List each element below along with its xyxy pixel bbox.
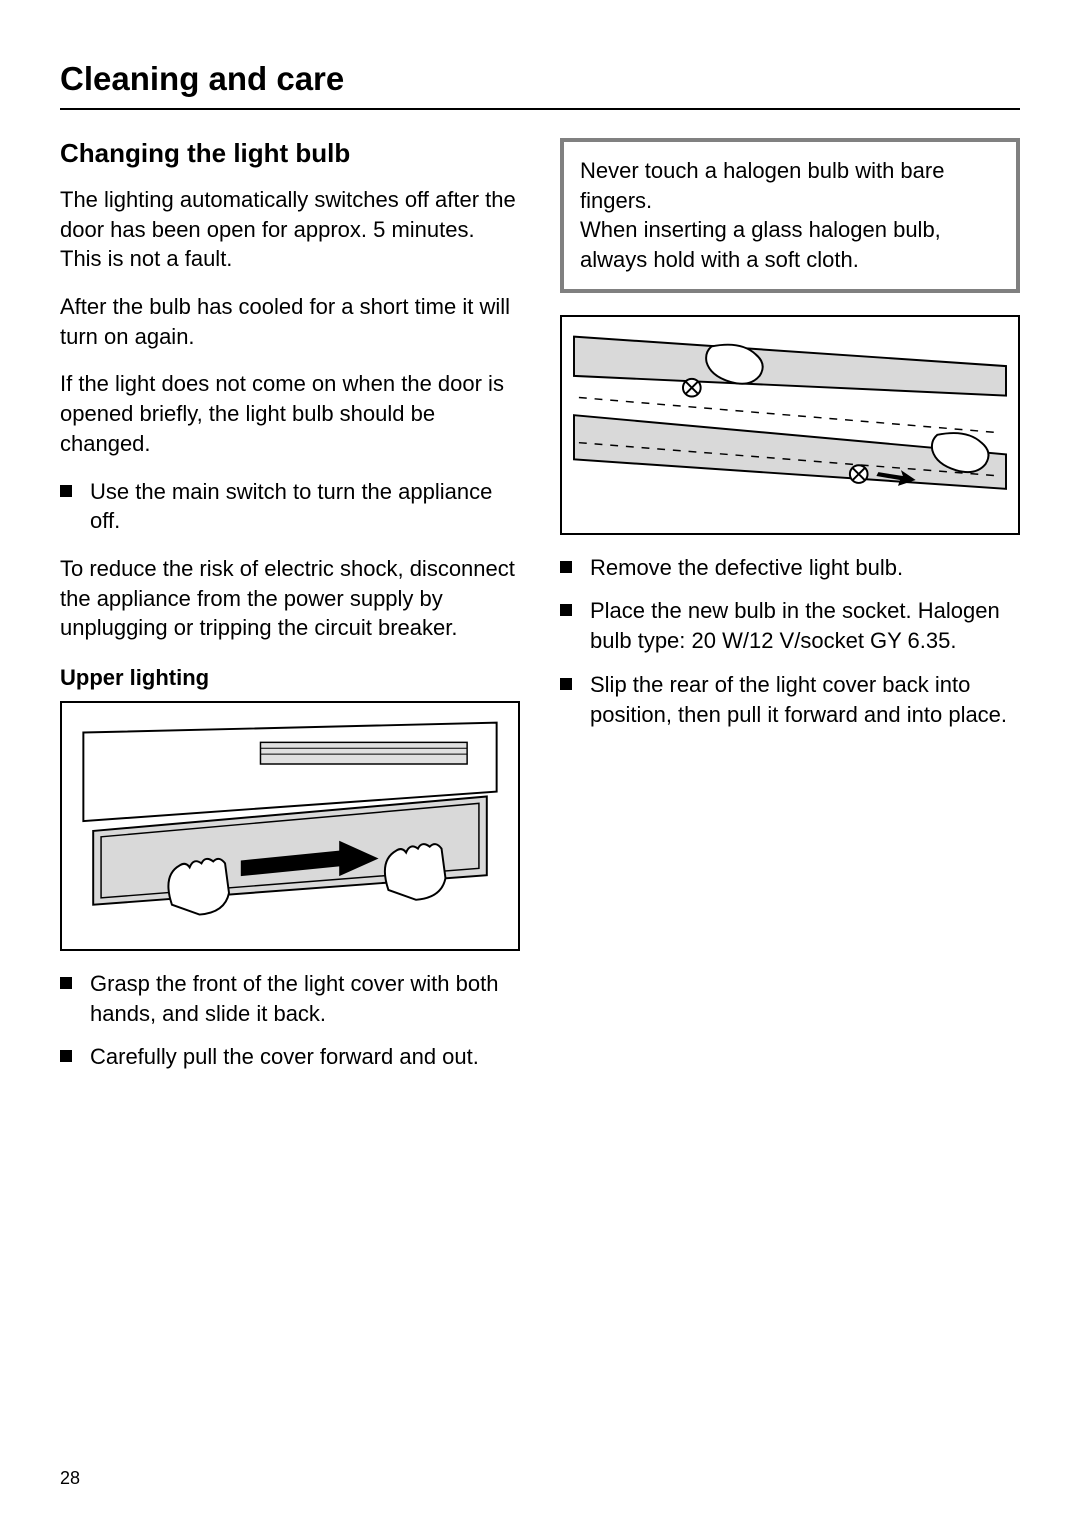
figure-replace-bulb [560, 315, 1020, 535]
instruction-list: Remove the defective light bulb. Place t… [560, 553, 1020, 729]
list-item: Carefully pull the cover forward and out… [60, 1042, 520, 1072]
illustration-replace-bulb [562, 317, 1018, 533]
paragraph: After the bulb has cooled for a short ti… [60, 292, 520, 351]
illustration-remove-cover [62, 703, 518, 949]
page-number: 28 [60, 1468, 80, 1489]
list-item: Slip the rear of the light cover back in… [560, 670, 1020, 729]
list-item: Grasp the front of the light cover with … [60, 969, 520, 1028]
list-item: Remove the defective light bulb. [560, 553, 1020, 583]
list-item: Place the new bulb in the socket. Haloge… [560, 596, 1020, 655]
section-heading: Changing the light bulb [60, 138, 520, 169]
instruction-list: Use the main switch to turn the applianc… [60, 477, 520, 536]
figure-upper-lighting [60, 701, 520, 951]
manual-page: Cleaning and care Changing the light bul… [0, 0, 1080, 1529]
page-title: Cleaning and care [60, 60, 1020, 110]
warning-line: When inserting a glass halogen bulb, alw… [580, 215, 1000, 274]
right-column: Never touch a halogen bulb with bare fin… [560, 138, 1020, 1090]
sub-heading: Upper lighting [60, 665, 520, 691]
instruction-list: Grasp the front of the light cover with … [60, 969, 520, 1072]
warning-box: Never touch a halogen bulb with bare fin… [560, 138, 1020, 293]
paragraph: To reduce the risk of electric shock, di… [60, 554, 520, 643]
warning-line: Never touch a halogen bulb with bare fin… [580, 156, 1000, 215]
list-item: Use the main switch to turn the applianc… [60, 477, 520, 536]
two-column-layout: Changing the light bulb The lighting aut… [60, 138, 1020, 1090]
paragraph: If the light does not come on when the d… [60, 369, 520, 458]
paragraph: The lighting automatically switches off … [60, 185, 520, 274]
left-column: Changing the light bulb The lighting aut… [60, 138, 520, 1090]
